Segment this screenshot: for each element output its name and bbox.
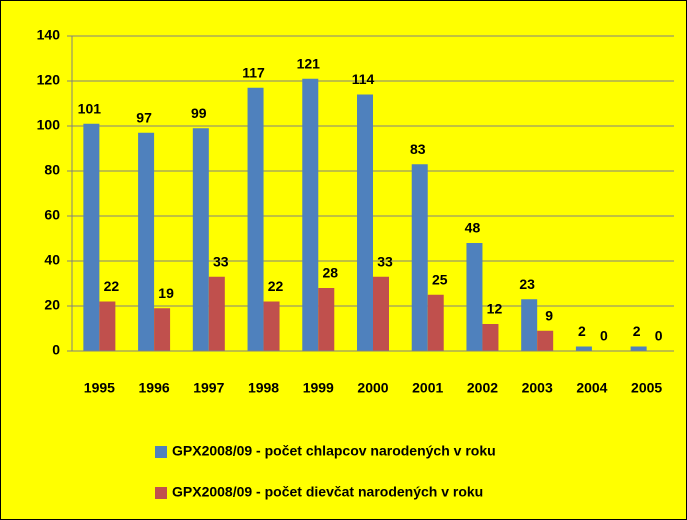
y-tick-label: 20	[44, 297, 60, 313]
bar	[373, 276, 389, 351]
bar	[521, 299, 538, 351]
x-tick-label: 1996	[139, 380, 170, 396]
data-label: 0	[655, 328, 663, 344]
x-tick-label: 1998	[248, 380, 279, 396]
data-label: 23	[519, 276, 535, 292]
y-tick-label: 140	[37, 27, 61, 43]
bar	[630, 346, 647, 351]
bar	[192, 128, 209, 351]
data-label: 19	[158, 285, 174, 301]
x-tick-label: 1997	[193, 380, 224, 396]
bar	[302, 78, 319, 351]
data-label: 33	[213, 253, 229, 269]
legend-swatch	[155, 487, 167, 499]
y-tick-label: 80	[44, 162, 60, 178]
legend-label: GPX2008/09 - počet chlapcov narodených v…	[172, 443, 496, 459]
data-label: 101	[78, 100, 102, 116]
x-tick-label: 2001	[412, 380, 443, 396]
data-label: 83	[410, 141, 426, 157]
x-tick-label: 2002	[467, 380, 498, 396]
data-label: 22	[268, 278, 284, 294]
bar	[208, 276, 225, 351]
x-tick-label: 1999	[303, 380, 334, 396]
bar	[83, 123, 100, 351]
data-label: 99	[191, 105, 207, 121]
bar	[263, 301, 280, 351]
bar	[537, 330, 554, 351]
data-label: 48	[465, 220, 481, 236]
bar	[154, 308, 171, 351]
y-tick-label: 100	[37, 117, 61, 133]
data-label: 121	[297, 55, 321, 71]
data-label: 0	[600, 328, 608, 344]
data-label: 25	[432, 271, 448, 287]
bar	[318, 288, 335, 351]
data-label: 2	[578, 323, 586, 339]
data-label: 9	[545, 307, 553, 323]
y-tick-label: 0	[52, 342, 60, 358]
data-label: 97	[136, 109, 152, 125]
data-label: 114	[352, 71, 375, 87]
data-label: 2	[633, 323, 641, 339]
bar	[466, 243, 483, 351]
x-tick-label: 2000	[357, 380, 388, 396]
bar	[427, 294, 444, 351]
bar	[357, 94, 373, 351]
y-tick-label: 40	[44, 252, 60, 268]
legend-label: GPX2008/09 - počet dievčat narodených v …	[172, 484, 483, 500]
x-tick-label: 1995	[84, 380, 115, 396]
bar	[575, 346, 592, 351]
x-tick-label: 2003	[522, 380, 553, 396]
data-label: 33	[377, 253, 393, 269]
x-tick-label: 2005	[631, 380, 662, 396]
data-label: 22	[104, 278, 120, 294]
bar	[99, 301, 116, 351]
data-label: 28	[322, 265, 338, 281]
bar	[138, 132, 155, 351]
bar	[482, 324, 499, 351]
data-label: 12	[487, 301, 503, 317]
data-label: 117	[242, 64, 265, 80]
bar	[247, 87, 264, 351]
y-tick-label: 120	[37, 72, 61, 88]
y-tick-label: 60	[44, 207, 60, 223]
x-tick-label: 2004	[576, 380, 607, 396]
legend-swatch	[155, 446, 167, 458]
bar	[411, 164, 428, 351]
